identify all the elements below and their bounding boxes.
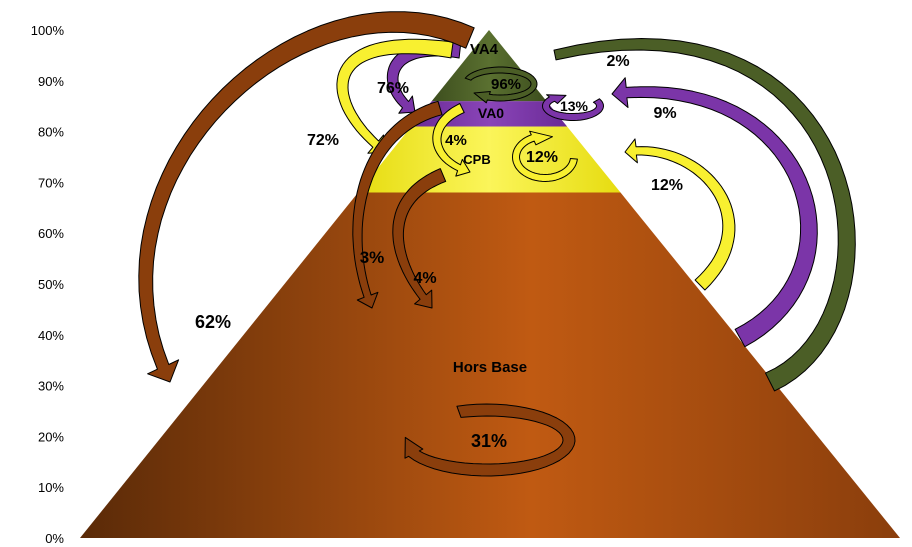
flow-label: 12% <box>651 177 683 194</box>
y-tick-label: 20% <box>38 429 64 444</box>
level-label-va0: VA0 <box>478 105 504 121</box>
flow-label: 31% <box>471 431 507 451</box>
y-axis: 0% 10% 20% 30% 40% 50% 60% 70% 80% 90% 100% <box>31 23 65 546</box>
level-label-va4: VA4 <box>470 41 499 58</box>
level-label-cpb: CPB <box>463 152 490 167</box>
flow-label: 62% <box>195 312 231 332</box>
level-label-hors-base: Hors Base <box>453 359 527 376</box>
flow-label: 9% <box>653 105 676 122</box>
y-tick-label: 0% <box>45 531 64 546</box>
y-tick-label: 30% <box>38 379 64 394</box>
flow-label: 76% <box>377 80 409 97</box>
y-tick-label: 80% <box>38 125 64 140</box>
flow-label: 3% <box>360 248 385 267</box>
y-tick-label: 50% <box>38 277 64 292</box>
flow-label: 72% <box>307 132 339 149</box>
y-tick-label: 70% <box>38 175 64 190</box>
flow-label: 96% <box>491 76 521 93</box>
y-tick-label: 60% <box>38 226 64 241</box>
y-tick-label: 100% <box>31 23 65 38</box>
flow-label: 13% <box>560 98 589 114</box>
y-tick-label: 90% <box>38 74 64 89</box>
flow-label: 12% <box>526 149 558 166</box>
flow-label: 2% <box>606 53 629 70</box>
flow-label: 4% <box>445 132 467 149</box>
flow-label: 4% <box>413 270 436 287</box>
y-tick-label: 40% <box>38 328 64 343</box>
y-tick-label: 10% <box>38 480 64 495</box>
